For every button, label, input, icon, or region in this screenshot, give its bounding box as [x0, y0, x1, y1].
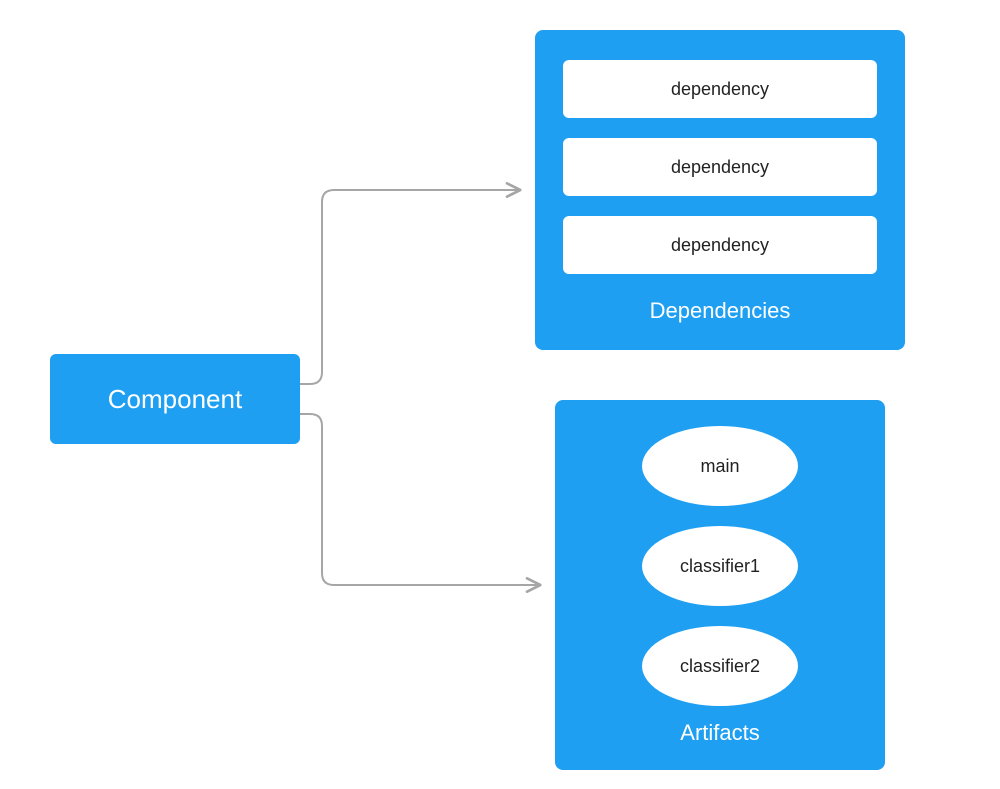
dependency-item-label: dependency [671, 235, 769, 255]
artifacts-container: main classifier1 classifier2 Artifacts [555, 400, 885, 770]
component-label: Component [108, 384, 243, 414]
artifact-item-label: classifier2 [680, 656, 760, 676]
arrows [300, 190, 539, 585]
dependencies-label: Dependencies [650, 298, 791, 323]
component-to-artifacts [300, 414, 539, 585]
component-diagram: Component dependencydependencydependency… [0, 0, 1000, 789]
dependency-item-label: dependency [671, 157, 769, 177]
dependencies-items: dependency dependency dependency [563, 60, 877, 274]
artifacts-items: main classifier1 classifier2 [642, 426, 798, 706]
component-to-dependencies [300, 190, 519, 384]
dependency-item-label: dependency [671, 79, 769, 99]
dependencies-container: dependency dependency dependency Dependenc… [535, 30, 905, 350]
artifacts-label: Artifacts [680, 720, 759, 745]
artifact-item-label: classifier1 [680, 556, 760, 576]
component-node: Component [50, 354, 300, 444]
artifact-item-label: main [700, 456, 739, 476]
